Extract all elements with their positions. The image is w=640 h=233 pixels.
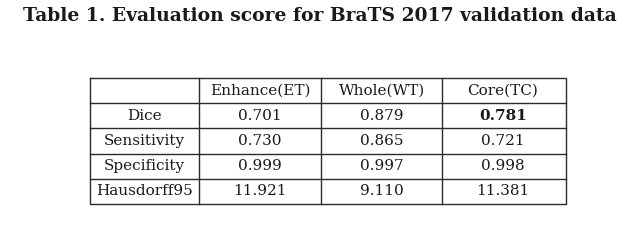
Text: 0.781: 0.781: [479, 109, 527, 123]
Text: Enhance(ET): Enhance(ET): [210, 84, 310, 98]
Text: Specificity: Specificity: [104, 159, 185, 173]
Text: 9.110: 9.110: [360, 184, 403, 198]
Text: 0.721: 0.721: [481, 134, 525, 148]
Text: Whole(WT): Whole(WT): [339, 84, 425, 98]
Text: Dice: Dice: [127, 109, 162, 123]
Text: Table 1. Evaluation score for BraTS 2017 validation data: Table 1. Evaluation score for BraTS 2017…: [23, 7, 617, 25]
Text: 0.999: 0.999: [238, 159, 282, 173]
Text: 0.879: 0.879: [360, 109, 403, 123]
Text: Hausdorff95: Hausdorff95: [96, 184, 193, 198]
Text: 0.865: 0.865: [360, 134, 403, 148]
Text: 0.997: 0.997: [360, 159, 403, 173]
Text: 11.921: 11.921: [234, 184, 287, 198]
Text: Core(TC): Core(TC): [468, 84, 538, 98]
Text: 0.998: 0.998: [481, 159, 525, 173]
Text: 0.730: 0.730: [238, 134, 282, 148]
Text: 11.381: 11.381: [476, 184, 530, 198]
Text: 0.701: 0.701: [238, 109, 282, 123]
Text: Sensitivity: Sensitivity: [104, 134, 185, 148]
